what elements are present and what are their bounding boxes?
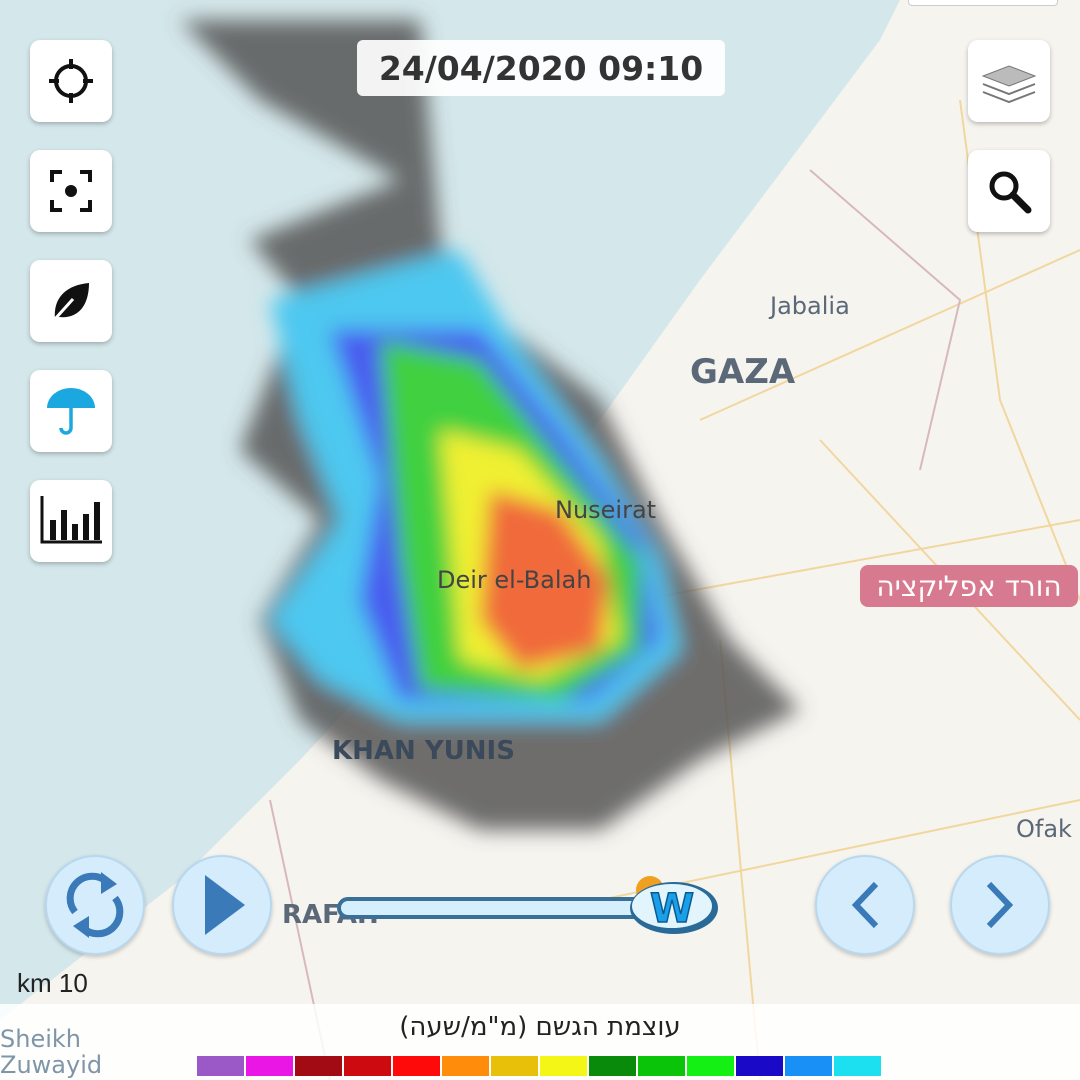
chart-icon	[40, 496, 102, 544]
play-icon	[205, 875, 245, 935]
legend-title: עוצמת הגשם (מ"מ/שעה)	[399, 1012, 681, 1042]
legend-swatch	[589, 1056, 636, 1076]
legend-swatch	[295, 1056, 342, 1076]
umbrella-icon	[47, 388, 95, 435]
legend-swatch	[736, 1056, 783, 1076]
svg-text:W: W	[650, 886, 694, 932]
chevron-left-icon	[851, 881, 879, 929]
previous-button[interactable]	[815, 855, 915, 955]
layers-button[interactable]	[968, 40, 1050, 122]
label-ofak: Ofak	[1016, 815, 1072, 843]
legend-swatch	[540, 1056, 587, 1076]
label-sheikh-zuwayid: Sheikh Zuwayid	[0, 1025, 103, 1079]
focus-icon	[50, 170, 92, 212]
legend-swatch	[785, 1056, 832, 1076]
locate-button[interactable]	[30, 40, 112, 122]
radar-overlay	[180, 20, 800, 830]
legend-swatch	[442, 1056, 489, 1076]
umbrella-button[interactable]	[30, 370, 112, 452]
legend-swatch	[344, 1056, 391, 1076]
legend-swatch	[834, 1056, 881, 1076]
search-button[interactable]	[968, 150, 1050, 232]
legend-swatch	[393, 1056, 440, 1076]
layers-icon	[981, 65, 1037, 104]
focus-button[interactable]	[30, 150, 112, 232]
legend-swatch	[687, 1056, 734, 1076]
next-button[interactable]	[950, 855, 1050, 955]
label-nuseirat: Nuseirat	[555, 496, 657, 524]
map-scale: km 10	[17, 968, 88, 998]
label-gaza: GAZA	[690, 352, 796, 392]
label-khan-yunis: KHAN YUNIS	[332, 736, 515, 766]
play-button[interactable]	[172, 855, 272, 955]
label-deir-el-balah: Deir el-Balah	[437, 566, 592, 594]
refresh-button[interactable]	[45, 855, 145, 955]
leaf-button[interactable]	[30, 260, 112, 342]
download-app-banner[interactable]: הורד אפליקציה	[860, 565, 1078, 607]
legend-swatch	[491, 1056, 538, 1076]
leaf-icon	[53, 283, 89, 321]
timestamp: 24/04/2020 09:10	[357, 40, 725, 96]
timeline-slider[interactable]	[337, 897, 647, 919]
label-jabalia: Jabalia	[770, 292, 850, 320]
slider-thumb-w-logo-icon[interactable]: W	[622, 872, 724, 938]
rain-legend: עוצמת הגשם (מ"מ/שעה)	[0, 1004, 1080, 1080]
legend-swatch	[197, 1056, 244, 1076]
legend-swatch	[638, 1056, 685, 1076]
locate-icon	[49, 59, 93, 103]
chevron-right-icon	[986, 881, 1014, 929]
refresh-icon	[66, 872, 124, 938]
legend-swatches	[197, 1056, 881, 1076]
chart-button[interactable]	[30, 480, 112, 562]
search-icon	[989, 171, 1032, 214]
legend-swatch	[246, 1056, 293, 1076]
